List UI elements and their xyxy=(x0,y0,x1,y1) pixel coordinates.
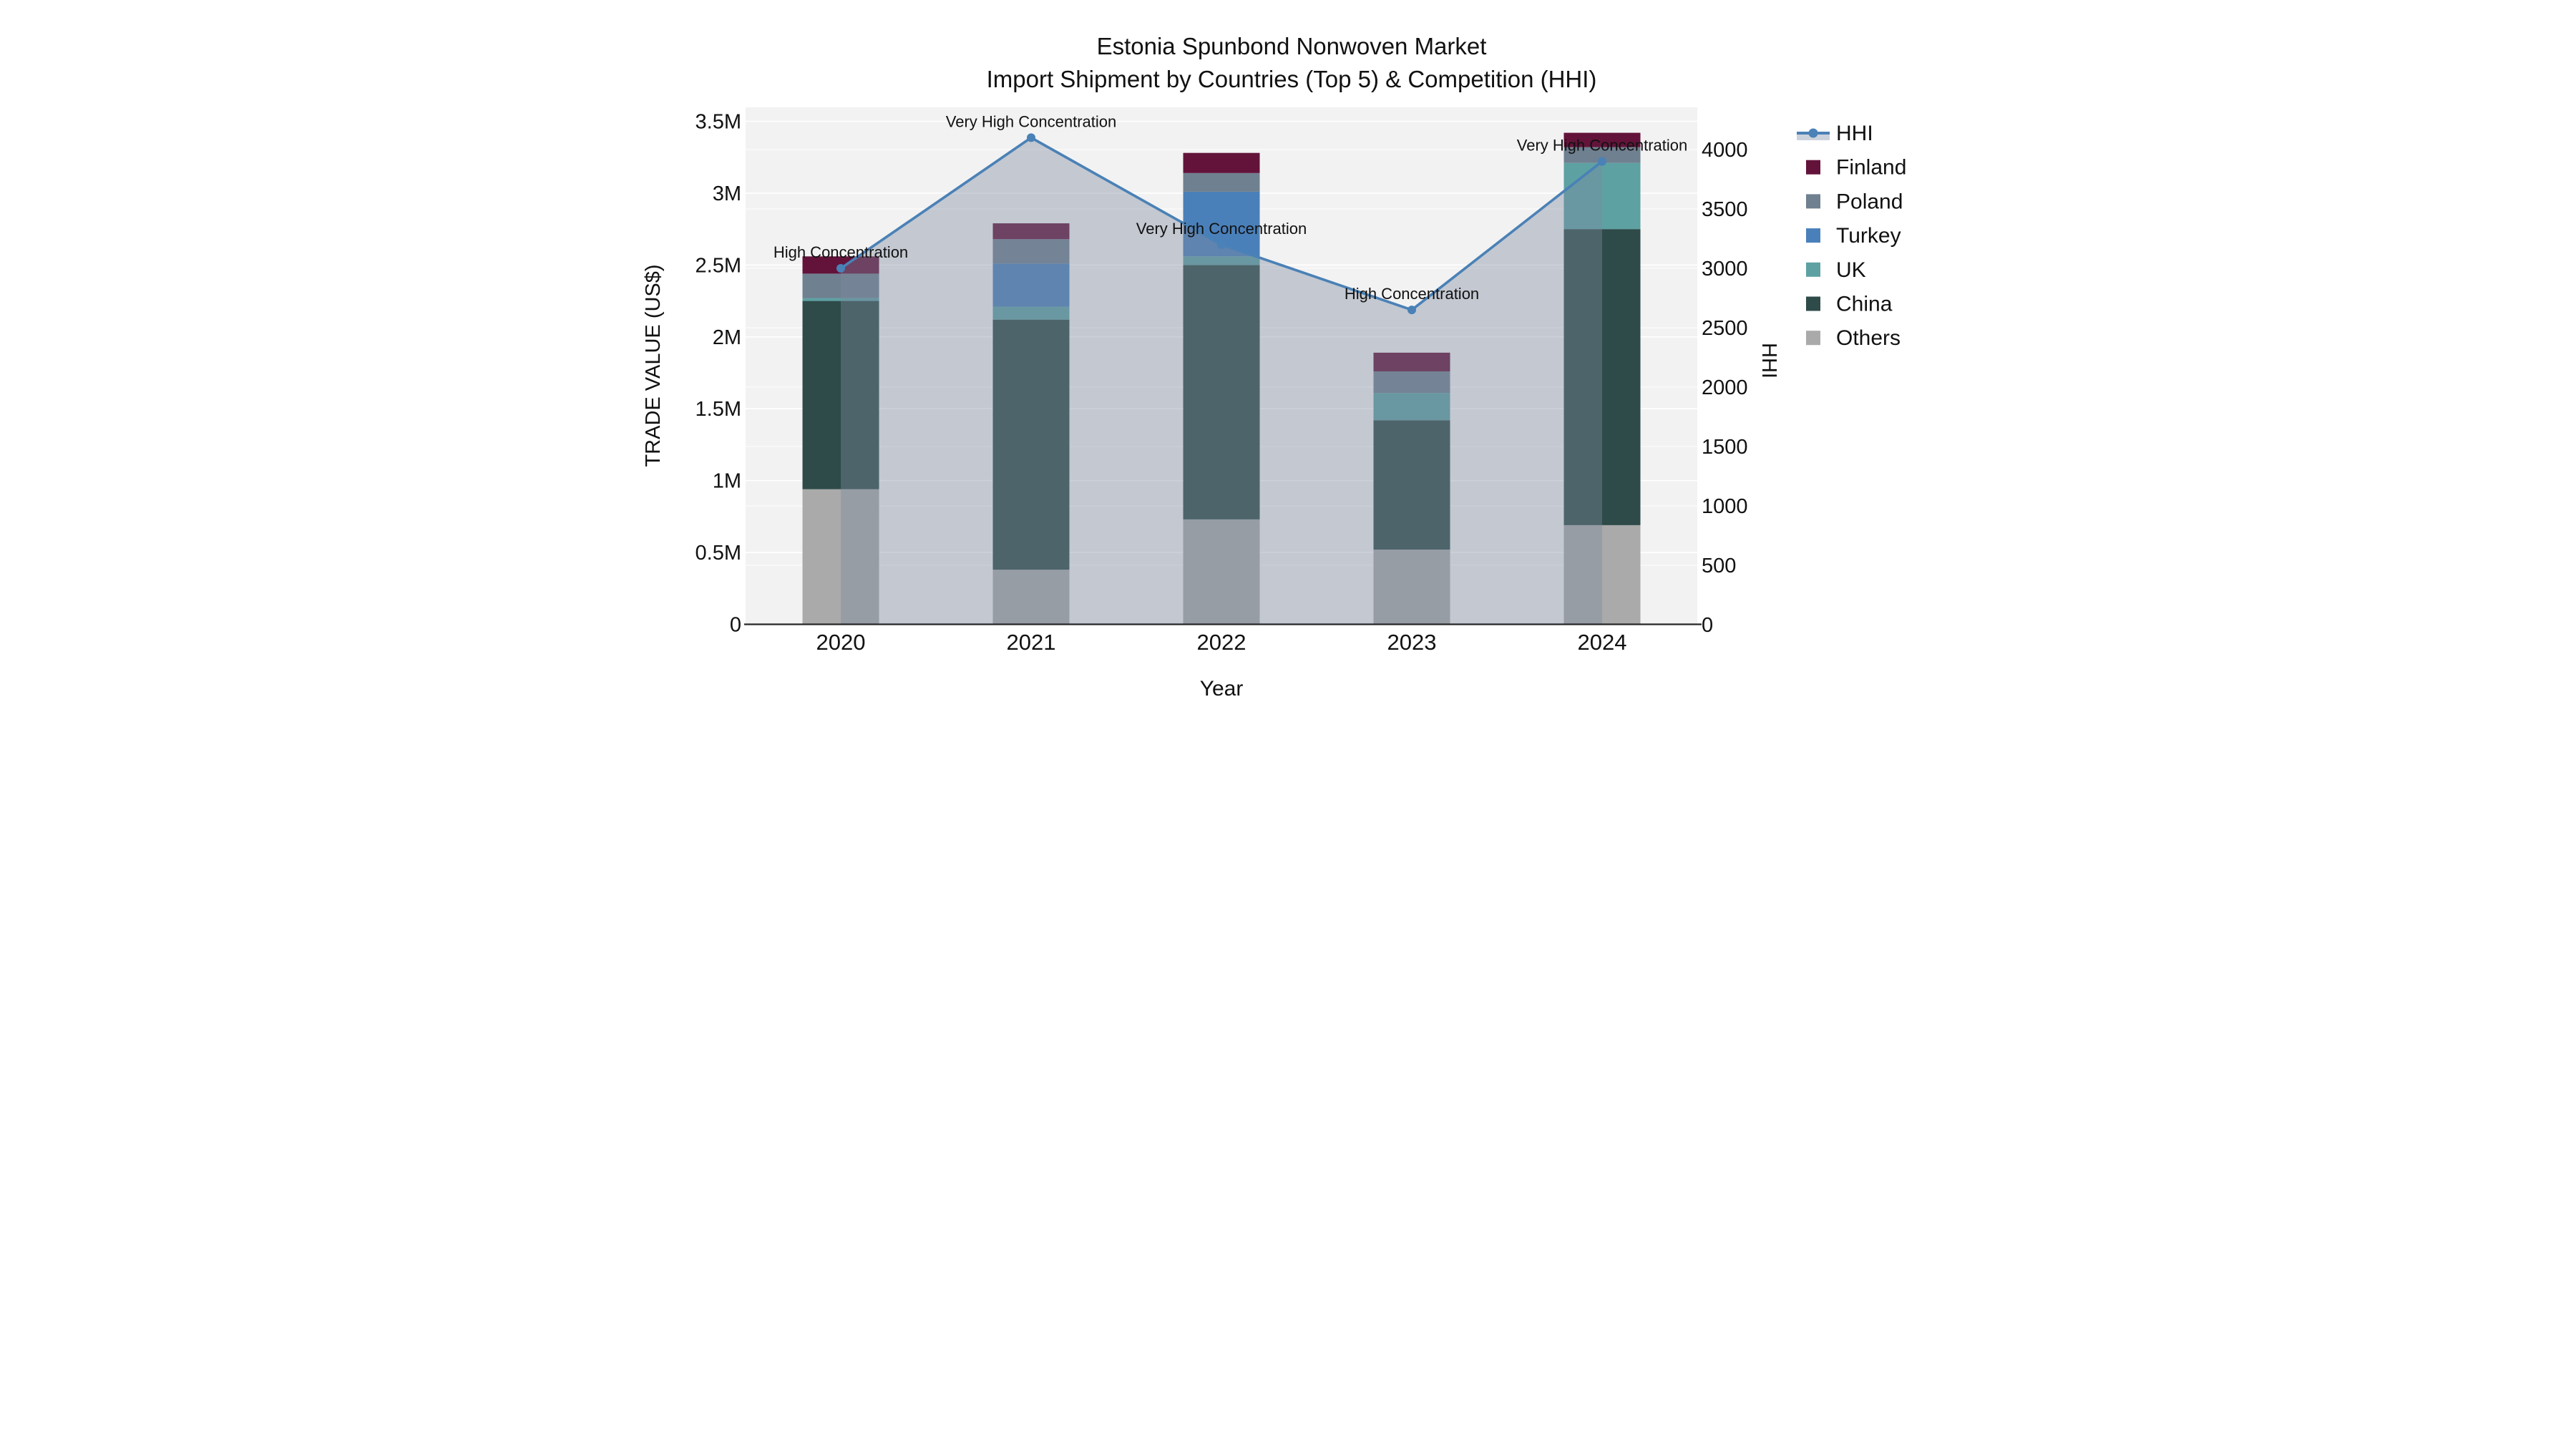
left-tick-1.5M: 1.5M xyxy=(696,398,741,421)
bar-segment-others-2023[interactable] xyxy=(1373,550,1450,625)
legend-item-hhi[interactable]: HHI xyxy=(1797,122,1873,145)
bar-segment-poland-2024[interactable] xyxy=(1563,147,1641,163)
left-axis-title: TRADE VALUE (US$) xyxy=(644,264,665,467)
bar-segment-uk-2023[interactable] xyxy=(1373,393,1450,421)
bar-segment-others-2021[interactable] xyxy=(992,570,1070,625)
x-tick-2024: 2024 xyxy=(1578,630,1627,655)
bar-segment-china-2020[interactable] xyxy=(802,301,879,489)
bar-segment-poland-2022[interactable] xyxy=(1183,172,1260,192)
legend-item-uk[interactable]: UK xyxy=(1806,258,1866,282)
bar-segment-uk-2020[interactable] xyxy=(802,298,879,301)
bar-segment-others-2022[interactable] xyxy=(1183,519,1260,625)
bar-segment-finland-2021[interactable] xyxy=(992,223,1070,240)
combo-chart-canvas: High Concentration Very High Concentratio… xyxy=(644,33,1906,701)
bar-segment-china-2024[interactable] xyxy=(1563,229,1641,525)
legend-label-china: China xyxy=(1836,293,1893,316)
legend-label-poland: Poland xyxy=(1836,190,1903,213)
legend-hhi-marker-swatch xyxy=(1808,128,1818,138)
chart-figure: High Concentration Very High Concentratio… xyxy=(644,0,1932,724)
bar-segment-uk-2021[interactable] xyxy=(992,306,1070,320)
legend-label-uk: UK xyxy=(1836,258,1866,282)
legend-label-finland: Finland xyxy=(1836,156,1906,180)
legend-item-poland[interactable]: Poland xyxy=(1806,190,1903,213)
annotation-2020: High Concentration xyxy=(774,243,908,261)
bar-segment-poland-2021[interactable] xyxy=(992,239,1070,264)
left-tick-3M: 3M xyxy=(713,182,741,205)
legend-swatch-turkey xyxy=(1806,228,1820,243)
legend-swatch-finland xyxy=(1806,160,1820,175)
annotation-2021: Very High Concentration xyxy=(946,112,1116,130)
bar-segment-finland-2022[interactable] xyxy=(1183,152,1260,173)
right-tick-3000: 3000 xyxy=(1702,258,1748,280)
x-tick-2022: 2022 xyxy=(1197,630,1246,655)
legend-label-others: Others xyxy=(1836,326,1901,350)
legend-label-hhi: HHI xyxy=(1836,122,1873,145)
legend-swatch-china xyxy=(1806,296,1820,311)
bar-segment-china-2022[interactable] xyxy=(1183,265,1260,519)
right-tick-1000: 1000 xyxy=(1702,495,1748,518)
right-tick-4000: 4000 xyxy=(1702,139,1748,162)
legend-item-turkey[interactable]: Turkey xyxy=(1806,224,1901,248)
left-tick-1M: 1M xyxy=(713,470,741,493)
bar-segment-turkey-2021[interactable] xyxy=(992,263,1070,307)
hhi-marker-2024[interactable] xyxy=(1598,157,1606,166)
right-tick-500: 500 xyxy=(1702,555,1736,577)
hhi-area-fill xyxy=(841,137,1602,625)
left-tick-3.5M: 3.5M xyxy=(696,111,741,134)
right-axis-title: HHI xyxy=(1757,343,1780,379)
bar-segment-china-2021[interactable] xyxy=(992,319,1070,570)
bar-segment-poland-2020[interactable] xyxy=(802,273,879,298)
annotation-2022: Very High Concentration xyxy=(1136,220,1307,238)
annotation-2024: Very High Concentration xyxy=(1517,137,1687,155)
bar-segment-others-2024[interactable] xyxy=(1563,525,1641,625)
bar-segment-finland-2024[interactable] xyxy=(1563,132,1641,147)
x-tick-2021: 2021 xyxy=(1007,630,1056,655)
right-tick-1500: 1500 xyxy=(1702,436,1748,459)
legend-item-china[interactable]: China xyxy=(1806,293,1893,316)
bar-segment-uk-2022[interactable] xyxy=(1183,256,1260,265)
legend-swatch-poland xyxy=(1806,194,1820,209)
right-tick-2000: 2000 xyxy=(1702,376,1748,399)
legend-item-others[interactable]: Others xyxy=(1806,326,1901,350)
bar-segment-uk-2024[interactable] xyxy=(1563,162,1641,230)
legend-swatch-others xyxy=(1806,331,1820,346)
left-tick-2M: 2M xyxy=(713,326,741,349)
legend-item-finland[interactable]: Finland xyxy=(1806,156,1906,180)
x-axis-title: Year xyxy=(1200,677,1244,701)
legend-swatch-uk xyxy=(1806,262,1820,277)
right-tick-2500: 2500 xyxy=(1702,317,1748,340)
x-tick-2023: 2023 xyxy=(1387,630,1437,655)
right-tick-3500: 3500 xyxy=(1702,198,1748,221)
right-tick-0: 0 xyxy=(1702,614,1713,637)
hhi-marker-2020[interactable] xyxy=(836,264,845,273)
hhi-marker-2023[interactable] xyxy=(1407,306,1416,315)
hhi-marker-2022[interactable] xyxy=(1217,240,1226,249)
annotation-2023: High Concentration xyxy=(1345,285,1479,303)
x-tick-2020: 2020 xyxy=(816,630,866,655)
bar-segment-poland-2023[interactable] xyxy=(1373,371,1450,394)
hhi-marker-2021[interactable] xyxy=(1027,133,1035,142)
chart-title-line2: Import Shipment by Countries (Top 5) & C… xyxy=(987,66,1597,92)
bar-segment-finland-2023[interactable] xyxy=(1373,352,1450,371)
chart-title-line1: Estonia Spunbond Nonwoven Market xyxy=(1097,33,1487,59)
legend-label-turkey: Turkey xyxy=(1836,224,1901,248)
left-tick-0: 0 xyxy=(730,614,741,637)
bar-segment-china-2023[interactable] xyxy=(1373,420,1450,550)
left-tick-2.5M: 2.5M xyxy=(696,254,741,277)
bar-segment-others-2020[interactable] xyxy=(802,489,879,625)
left-tick-0.5M: 0.5M xyxy=(696,542,741,565)
